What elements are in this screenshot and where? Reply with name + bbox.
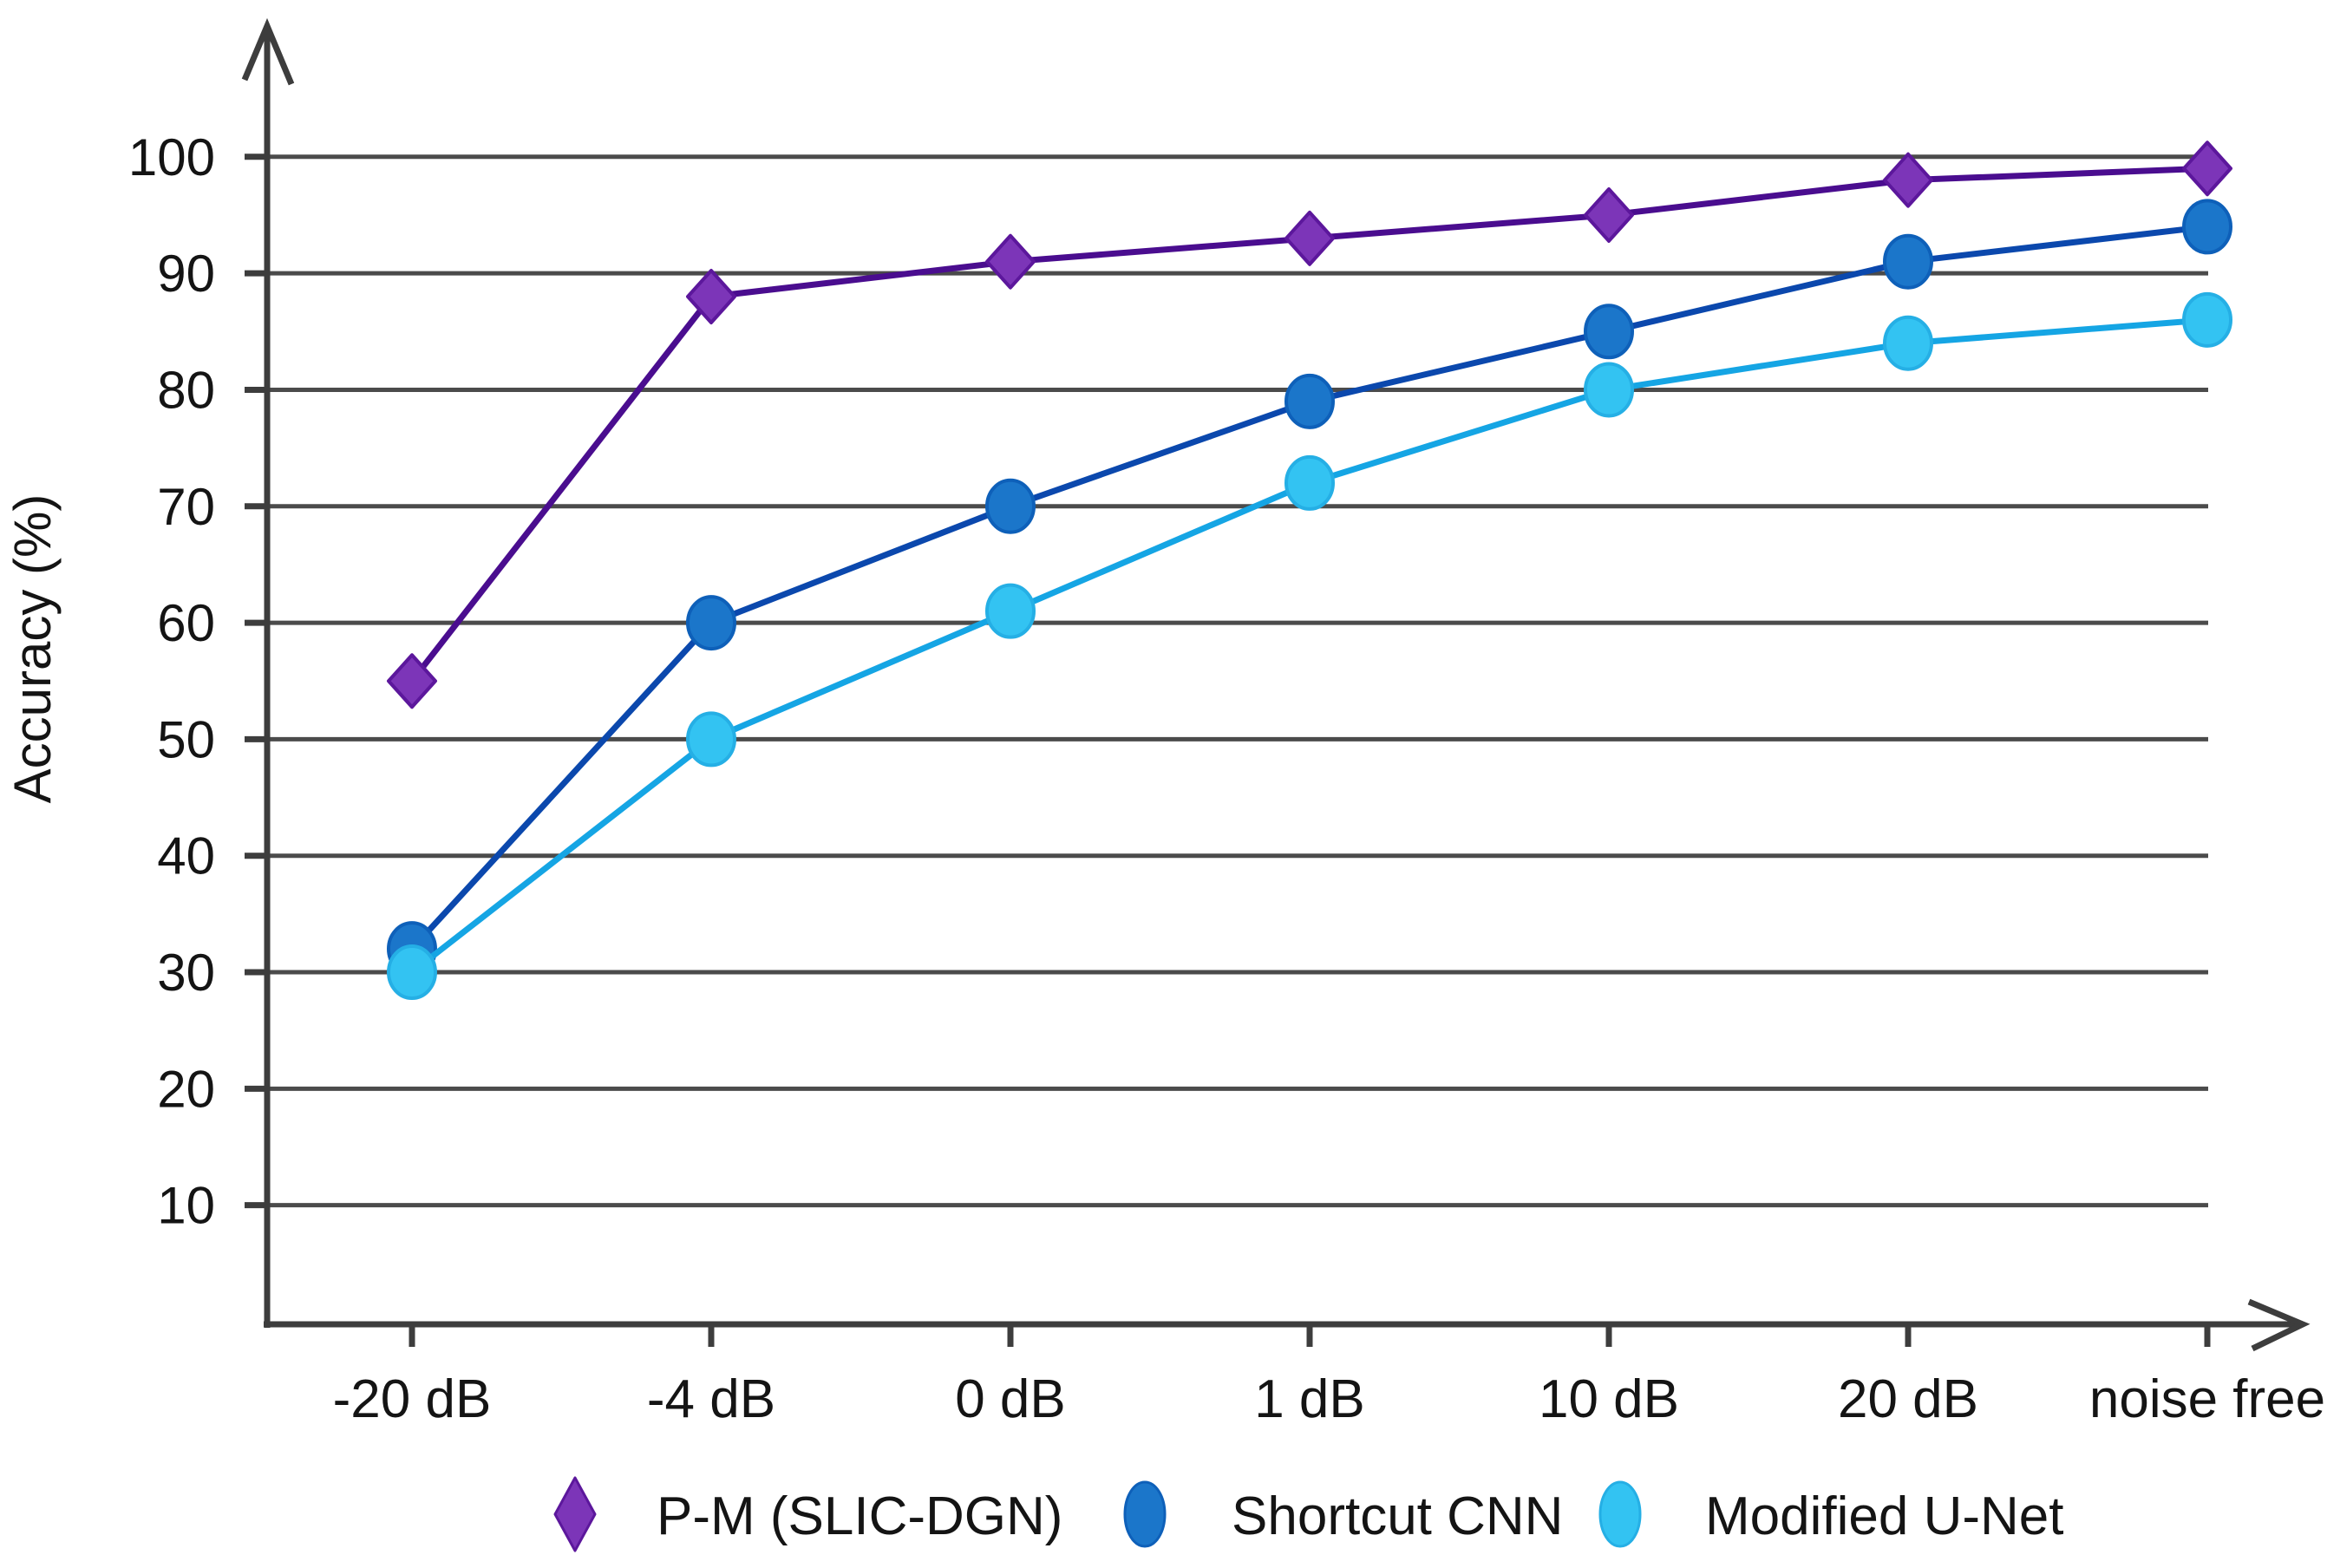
x-tick-label: 1 dB — [1254, 1369, 1365, 1429]
data-point-circle — [2182, 199, 2232, 255]
data-point-circle — [1284, 454, 1335, 511]
data-point-diamond — [1883, 152, 1933, 208]
data-point-diamond — [686, 268, 736, 324]
y-tick-label: 90 — [157, 245, 215, 303]
legend-label: Modified U-Net — [1705, 1486, 2063, 1546]
y-tick-label: 20 — [157, 1060, 215, 1118]
data-point-circle — [1883, 315, 1933, 371]
data-point-diamond — [985, 233, 1036, 290]
data-point-circle — [686, 595, 736, 651]
legend-marker-circle — [1123, 1480, 1167, 1548]
data-point-circle — [2182, 291, 2232, 348]
data-point-diamond — [1584, 186, 1634, 243]
x-axis-arrow — [2247, 1298, 2311, 1352]
data-point-diamond — [1284, 210, 1335, 266]
y-tick-label: 50 — [157, 710, 215, 768]
data-point-circle — [387, 944, 437, 1001]
x-tick-label: noise free — [2089, 1369, 2325, 1429]
y-tick-label: 60 — [157, 594, 215, 652]
x-tick-label: -4 dB — [647, 1369, 775, 1429]
data-point-circle — [985, 478, 1036, 534]
x-tick-label: -20 dB — [333, 1369, 492, 1429]
x-tick-label: 20 dB — [1838, 1369, 1978, 1429]
legend-label: Shortcut CNN — [1232, 1486, 1563, 1546]
y-tick-label: 40 — [157, 827, 215, 885]
data-point-diamond — [387, 653, 437, 709]
y-axis-arrow — [241, 17, 295, 86]
legend-marker-circle — [1598, 1480, 1642, 1548]
data-point-circle — [1284, 373, 1335, 429]
data-point-circle — [985, 583, 1036, 639]
x-tick-label: 0 dB — [955, 1369, 1066, 1429]
data-point-circle — [1584, 362, 1634, 418]
legend-label: P-M (SLIC-DGN) — [657, 1486, 1062, 1546]
data-point-circle — [686, 711, 736, 768]
y-tick-label: 30 — [157, 944, 215, 1002]
y-axis-title: Accuracy (%) — [3, 494, 62, 804]
data-point-circle — [1883, 233, 1933, 290]
y-tick-label: 10 — [157, 1177, 215, 1235]
x-tick-label: 10 dB — [1539, 1369, 1679, 1429]
data-point-circle — [1584, 304, 1634, 360]
y-tick-label: 80 — [157, 361, 215, 419]
legend-marker-diamond — [553, 1476, 597, 1552]
y-tick-label: 70 — [157, 478, 215, 536]
data-point-diamond — [2182, 140, 2232, 197]
y-tick-label: 100 — [128, 128, 215, 186]
